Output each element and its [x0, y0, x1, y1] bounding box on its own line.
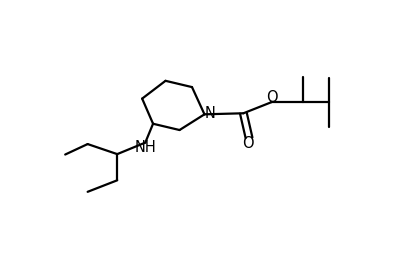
- Text: N: N: [204, 106, 215, 121]
- Text: O: O: [265, 90, 277, 105]
- Text: O: O: [242, 135, 253, 150]
- Text: NH: NH: [135, 140, 156, 155]
